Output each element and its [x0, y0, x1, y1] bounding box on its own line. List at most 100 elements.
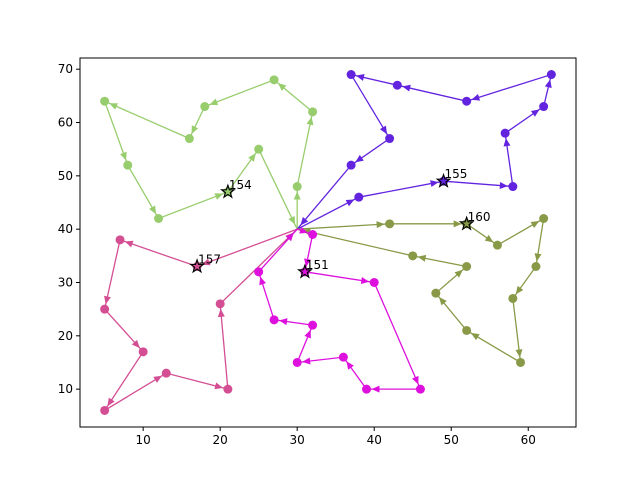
- y-tick-label: 20: [58, 329, 73, 343]
- arrowhead: [402, 84, 411, 92]
- arrowhead: [248, 153, 256, 162]
- stop-point: [516, 357, 526, 367]
- stop-point: [508, 293, 518, 303]
- stop-point: [308, 230, 318, 240]
- arrowhead: [471, 93, 481, 101]
- stop-point: [462, 325, 472, 335]
- stop-point: [115, 235, 125, 245]
- stop-point: [346, 160, 356, 170]
- stop-point: [200, 102, 210, 112]
- stop-point: [269, 315, 279, 325]
- stop-point: [161, 368, 171, 378]
- centroid-star: [458, 215, 475, 231]
- route-line: [103, 228, 298, 412]
- arrowhead: [499, 182, 508, 190]
- arrowhead: [109, 103, 118, 110]
- stop-point: [346, 70, 356, 80]
- arrowhead: [279, 318, 288, 326]
- arrowhead: [534, 253, 542, 262]
- stop-point: [123, 160, 133, 170]
- plot-frame: [79, 57, 577, 428]
- centroid-star: [219, 183, 236, 199]
- x-tick-label: 40: [367, 433, 382, 447]
- stop-point: [539, 214, 549, 224]
- stop-point: [415, 384, 425, 394]
- centroid-label: 157: [198, 252, 221, 266]
- arrowhead: [259, 276, 266, 286]
- x-tick-label: 60: [521, 433, 536, 447]
- centroid-label: 151: [306, 258, 329, 272]
- stop-point: [184, 134, 194, 144]
- arrowhead: [379, 125, 388, 135]
- y-tick-label: 70: [58, 62, 73, 76]
- stop-point: [215, 299, 225, 309]
- centroid-star: [435, 172, 452, 188]
- stop-point: [338, 352, 348, 362]
- centroid-label: 160: [468, 210, 491, 224]
- stop-point: [100, 304, 110, 314]
- arrowhead: [345, 199, 355, 207]
- stop-point: [292, 357, 302, 367]
- arrowhead: [530, 109, 540, 117]
- arrowhead: [120, 151, 127, 161]
- stop-point: [292, 182, 302, 192]
- y-tick-label: 50: [58, 169, 73, 183]
- arrowhead: [355, 154, 364, 163]
- arrowhead: [417, 254, 427, 262]
- y-tick-label: 40: [58, 222, 73, 236]
- stop-point: [362, 384, 372, 394]
- stop-point: [254, 267, 264, 277]
- centroid-label: 155: [445, 167, 468, 181]
- stop-point: [269, 75, 279, 85]
- stop-point: [392, 80, 402, 90]
- stop-point: [369, 277, 379, 287]
- stop-point: [539, 102, 549, 112]
- stop-point: [100, 96, 110, 106]
- centroid-label: 154: [229, 178, 252, 192]
- arrowhead: [304, 258, 311, 267]
- stop-point: [254, 144, 264, 154]
- arrowhead: [304, 329, 311, 339]
- arrowhead: [300, 216, 309, 226]
- arrowhead: [439, 297, 447, 306]
- arrowhead: [371, 385, 380, 393]
- arrowhead: [302, 357, 311, 365]
- stop-point: [408, 251, 418, 261]
- y-tick-label: 30: [58, 275, 73, 289]
- arrowhead: [454, 269, 463, 278]
- stop-point: [100, 405, 110, 415]
- arrowhead: [149, 205, 157, 215]
- arrowhead: [104, 295, 111, 305]
- stop-point: [462, 96, 472, 106]
- arrowhead: [360, 277, 370, 284]
- arrowhead: [515, 285, 524, 295]
- arrowhead: [355, 74, 365, 81]
- arrowhead: [293, 191, 301, 200]
- stop-point: [385, 219, 395, 229]
- arrowhead: [124, 240, 134, 248]
- arrowhead: [453, 220, 462, 228]
- x-tick-label: 50: [444, 433, 459, 447]
- arrowhead: [530, 221, 540, 229]
- arrowhead: [544, 79, 552, 88]
- arrowhead: [470, 333, 480, 341]
- stop-point: [492, 240, 502, 250]
- x-tick-label: 30: [290, 433, 305, 447]
- stop-point: [138, 347, 148, 357]
- arrowhead: [299, 226, 308, 234]
- arrowhead: [430, 180, 439, 188]
- arrowhead: [412, 375, 419, 385]
- stop-point: [508, 182, 518, 192]
- stop-point: [154, 214, 164, 224]
- stop-point: [546, 70, 556, 80]
- stop-point: [354, 192, 364, 202]
- x-tick-label: 10: [136, 433, 151, 447]
- arrowhead: [503, 138, 511, 147]
- arrowhead: [484, 234, 494, 243]
- stop-point: [223, 384, 233, 394]
- stop-point: [531, 261, 541, 271]
- stop-point: [308, 320, 318, 330]
- arrowhead: [285, 232, 294, 242]
